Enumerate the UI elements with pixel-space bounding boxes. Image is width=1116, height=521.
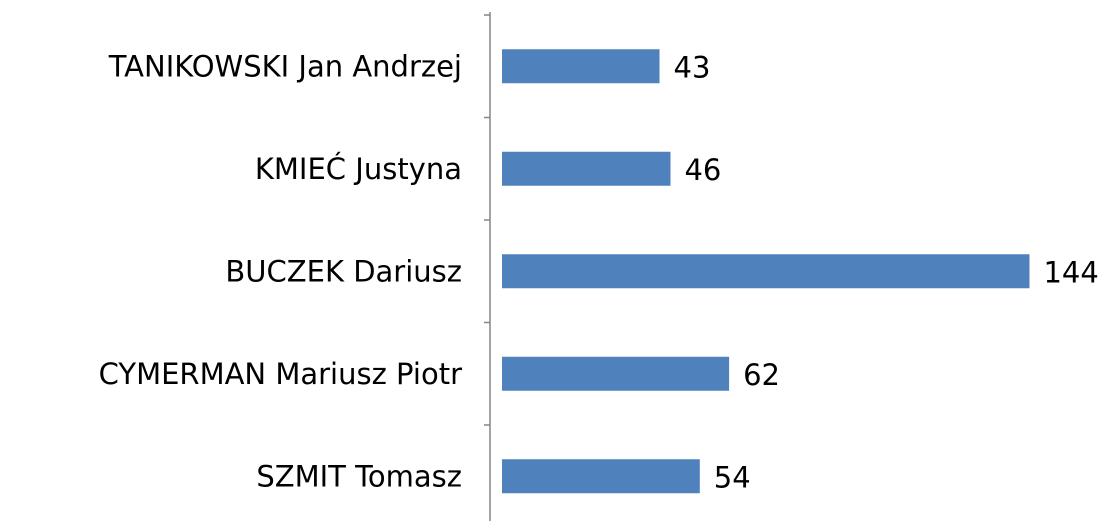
bar	[502, 151, 671, 186]
y-tick-label: CYMERMAN Mariusz Piotr	[99, 357, 462, 391]
y-tick-label: BUCZEK Dariusz	[225, 254, 462, 288]
value-label: 144	[1043, 255, 1098, 289]
y-tick-label: SZMIT Tomasz	[256, 459, 462, 493]
bar	[502, 356, 730, 391]
bar	[502, 254, 1030, 289]
y-tick-label: KMIEĆ Justyna	[255, 152, 462, 186]
value-label: 43	[674, 50, 711, 84]
bar	[502, 459, 700, 494]
bar	[502, 49, 660, 84]
value-label: 62	[743, 358, 780, 392]
value-label: 54	[714, 460, 751, 494]
y-tick-label: TANIKOWSKI Jan Andrzej	[108, 49, 462, 83]
value-label: 46	[684, 153, 721, 187]
